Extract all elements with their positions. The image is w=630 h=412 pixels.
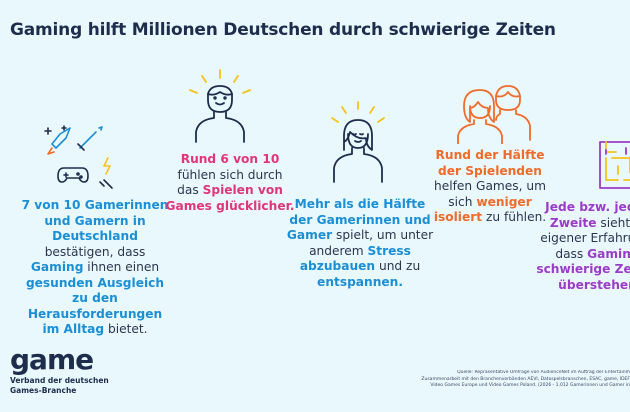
source-note: Quelle: Repräsentative Umfrage von Audie… bbox=[420, 370, 630, 390]
stat-highlight-text: Zweite bbox=[549, 215, 597, 230]
stat-highlight-text: Spielen von Games glücklicher. bbox=[165, 183, 295, 213]
calm-person-icon bbox=[331, 101, 385, 183]
stat-highlight-text: Gaming bbox=[587, 246, 630, 261]
logo-subtitle-line1: Verband der deutschen bbox=[10, 376, 109, 385]
stat-text: sieht in eigener Erfahrung, dass bbox=[540, 215, 630, 261]
stat-highlight-text: Rund der Hälfte der Spielenden bbox=[435, 148, 545, 178]
stat-highlight-text: gesunden Ausgleich zu den Herausforderun… bbox=[25, 275, 165, 337]
stat-highlight-text: Stress abzubauen bbox=[299, 243, 411, 274]
stat-highlight-text: Rund 6 von 10 bbox=[180, 152, 280, 166]
stat-balance: 7 von 10 Gamerinnen und Gamern in Deutsc… bbox=[20, 198, 170, 338]
stat-highlight-text: Mehr als die Hälfte der Gamerinnen und G… bbox=[286, 197, 431, 242]
stat-difficult-times: Jede bzw. jeder Zweite sieht in eigener … bbox=[530, 200, 630, 293]
stat-text: ihnen einen bbox=[83, 260, 160, 274]
stat-highlight-text: weniger isoliert bbox=[433, 194, 532, 225]
happy-person-icon bbox=[189, 69, 251, 143]
stat-stress-relief: Mehr als die Hälfte der Gamerinnen und G… bbox=[285, 197, 435, 290]
source-line1: Quelle: Repräsentative Umfrage von Audie… bbox=[457, 370, 630, 375]
rocket-sword-controller-icon bbox=[44, 125, 113, 189]
stat-less-isolated: Rund der Hälfte der Spielenden helfen Ga… bbox=[425, 148, 555, 226]
stat-highlight-text: 7 von 10 Gamerinnen und Gamern in Deutsc… bbox=[21, 198, 169, 243]
stat-text: bietet. bbox=[104, 322, 148, 336]
logo-wordmark: game bbox=[10, 343, 94, 376]
stat-text: und zu bbox=[375, 259, 421, 273]
two-people-icon bbox=[457, 85, 531, 144]
page-title: Gaming hilft Millionen Deutschen durch s… bbox=[10, 20, 556, 40]
game-logo: game Verband der deutschen Games-Branche bbox=[10, 346, 109, 396]
stat-happier: Rund 6 von 10 fühlen sich durch das Spie… bbox=[165, 152, 295, 214]
source-line3: Video Games Europe und Video Games Polan… bbox=[430, 383, 630, 388]
stat-text: bestätigen, dass bbox=[44, 244, 146, 259]
stat-text: spielt, um unter anderem bbox=[309, 228, 434, 258]
source-line2: Zusammenarbeit mit den Branchenverbänden… bbox=[421, 376, 630, 382]
stat-text: zu fühlen. bbox=[482, 210, 547, 224]
maze-icon bbox=[599, 141, 630, 189]
stat-highlight-text: Jede bzw. jeder bbox=[545, 200, 630, 214]
logo-subtitle-line2: Games-Branche bbox=[10, 386, 77, 395]
stat-highlight-text: schwierige Zeiten überstehen bbox=[536, 262, 630, 292]
stat-text: fühlen sich durch das bbox=[177, 167, 283, 198]
stat-highlight-text: entspannen. bbox=[317, 274, 403, 289]
stat-highlight-text: Gaming bbox=[30, 260, 84, 274]
stat-text: helfen Games, um sich bbox=[434, 179, 546, 209]
